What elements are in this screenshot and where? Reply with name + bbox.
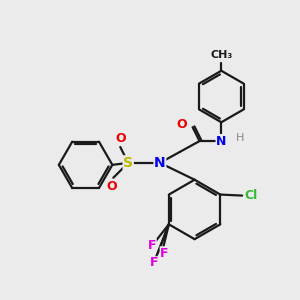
Text: O: O <box>106 180 117 193</box>
Text: CH₃: CH₃ <box>210 50 232 60</box>
Text: F: F <box>148 238 157 252</box>
Text: O: O <box>115 132 126 145</box>
Text: N: N <box>216 135 226 148</box>
Text: N: N <box>154 156 166 170</box>
Text: F: F <box>160 247 168 260</box>
Text: O: O <box>176 118 187 131</box>
Text: H: H <box>236 133 244 143</box>
Text: S: S <box>123 156 133 170</box>
Text: F: F <box>150 256 158 269</box>
Text: Cl: Cl <box>244 189 257 202</box>
